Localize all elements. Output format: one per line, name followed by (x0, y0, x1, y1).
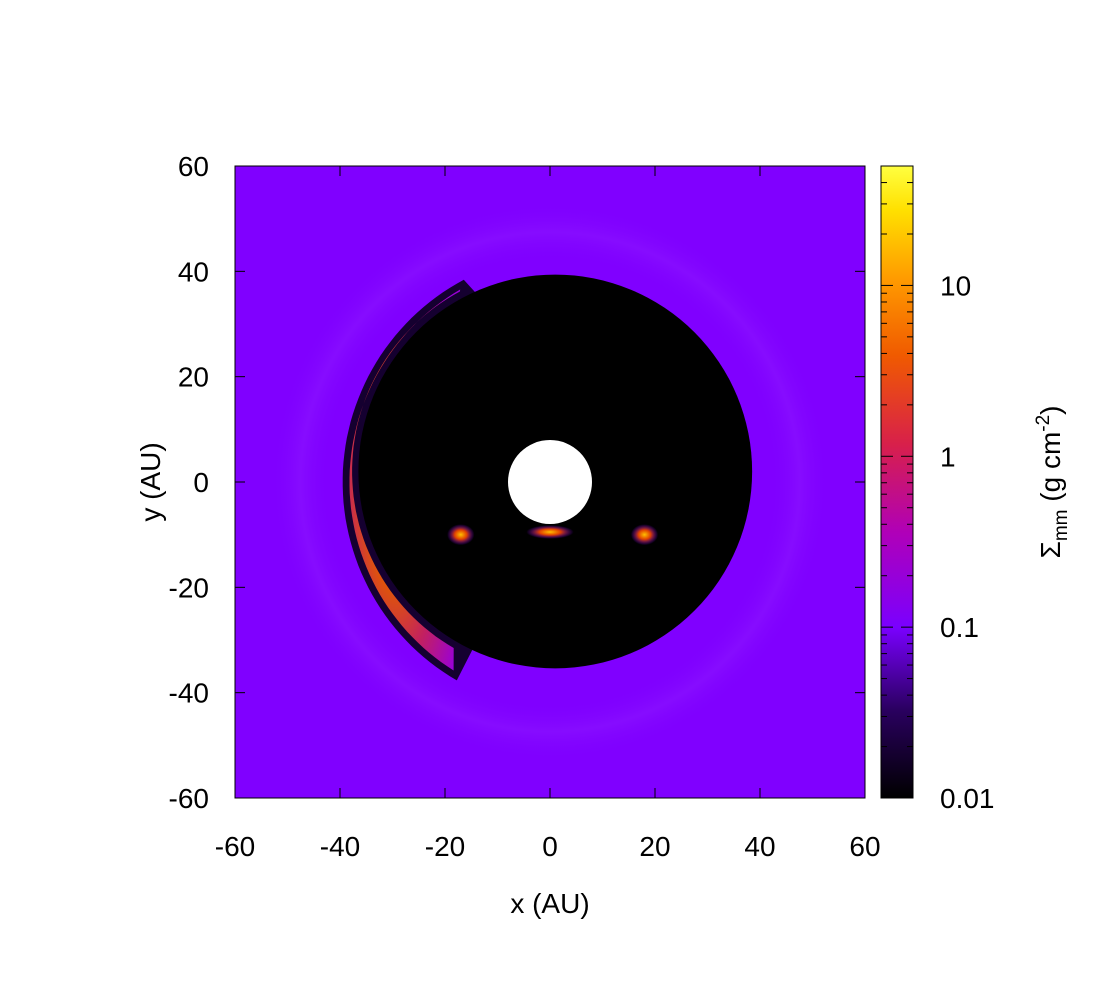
colorbar-label-main: Σ (1035, 541, 1066, 558)
colorbar-label-sup: -2 (1033, 415, 1054, 432)
plot-area (235, 166, 865, 798)
y-tick-label: -20 (169, 572, 209, 603)
x-tick-label: 20 (639, 831, 670, 862)
x-tick-label: 60 (849, 831, 880, 862)
y-axis-label: y (AU) (135, 442, 166, 521)
x-tick-label: 40 (744, 831, 775, 862)
x-tick-label: -60 (215, 831, 255, 862)
dust-crescent (349, 289, 461, 671)
clump-left (447, 524, 475, 546)
colorbar-tick-label: 10 (940, 270, 971, 301)
y-axis-ticks: -60 -40 -20 0 20 40 60 (169, 151, 865, 814)
x-tick-label: -20 (425, 831, 465, 862)
inner-hole (508, 440, 592, 524)
y-tick-label: 60 (178, 151, 209, 182)
colorbar-label-rest: (g cm (1035, 432, 1066, 510)
x-tick-label: -40 (320, 831, 360, 862)
y-tick-label: 0 (193, 467, 209, 498)
colorbar (880, 165, 914, 799)
colorbar-ticks: 0.01 0.1 1 10 (881, 165, 995, 814)
colorbar-label-sub: mm (1051, 510, 1072, 542)
colorbar-label-end: ) (1035, 406, 1066, 415)
y-tick-label: 40 (178, 256, 209, 287)
clump-right (630, 524, 659, 546)
colorbar-label: Σmm (g cm-2) (1033, 406, 1072, 559)
colorbar-tick-label: 0.01 (940, 783, 995, 814)
x-axis-label: x (AU) (510, 888, 589, 919)
colorbar-tick-label: 1 (940, 441, 956, 472)
colorbar-tick-label: 0.1 (940, 612, 979, 643)
x-axis-ticks: -60 -40 -20 0 20 40 60 (215, 166, 881, 862)
y-tick-label: -60 (169, 783, 209, 814)
clump-center (526, 525, 574, 539)
x-tick-label: 0 (542, 831, 558, 862)
y-tick-label: 20 (178, 362, 209, 393)
y-tick-label: -40 (169, 678, 209, 709)
